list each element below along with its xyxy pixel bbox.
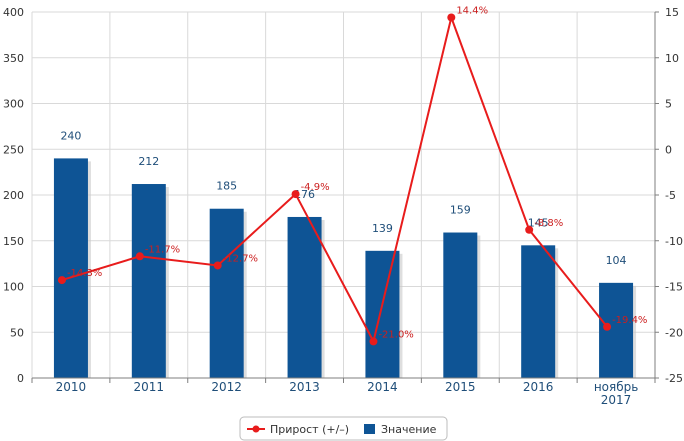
x-tick-label-line: 2010: [56, 380, 87, 394]
grid: [31, 11, 656, 379]
x-tick-label-line: 2016: [523, 380, 554, 394]
x-tick-label: 2012: [211, 380, 242, 394]
growth-line-series: [57, 13, 612, 346]
y-right-tick-label: -15: [665, 281, 683, 294]
y-right-tick-label: -5: [665, 189, 676, 202]
bar-value-label: 185: [216, 180, 237, 193]
legend-bar-label: Значение: [381, 423, 437, 436]
growth-value-label: -11.7%: [145, 244, 180, 255]
bar-value-label: 139: [372, 222, 393, 235]
bar: [599, 282, 634, 378]
x-tick-label-line: 2017: [601, 393, 632, 407]
legend-line-label: Прирост (+/–): [270, 423, 349, 436]
growth-point: [369, 337, 378, 346]
growth-value-label: -12.7%: [223, 253, 258, 264]
x-tick-label-line: 2011: [134, 380, 165, 394]
y-right-tick-label: -20: [665, 326, 683, 339]
y-left-axis: 0 50 100 150 200 250 300 350 400: [3, 6, 24, 385]
growth-value-label: 14.4%: [456, 5, 488, 16]
bar: [209, 208, 244, 378]
growth-value-label: -21.0%: [378, 329, 413, 340]
y-left-tick-label: 250: [3, 143, 24, 156]
y-right-axis: -25 -20 -15 -10 -5 0 5 10 15: [654, 6, 683, 385]
growth-labels: -14.3% -11.7% -12.7% -4.9% -21.0% 14.4% -8.8% -…: [67, 5, 648, 340]
y-left-tick-label: 300: [3, 98, 24, 111]
y-right-tick-label: -25: [665, 372, 683, 385]
bar: [521, 245, 556, 378]
y-right-tick-label: 10: [665, 52, 679, 65]
y-right-tick-label: 15: [665, 6, 679, 19]
bar-value-label: 159: [450, 204, 471, 217]
y-left-tick-label: 350: [3, 52, 24, 65]
y-left-tick-label: 100: [3, 281, 24, 294]
bar-series: [53, 158, 637, 378]
x-tick-label: 2013: [289, 380, 320, 394]
bar: [131, 184, 166, 378]
bar-value-label: 145: [528, 216, 549, 229]
y-right-tick-label: 5: [665, 98, 672, 111]
x-tick-label: 2010: [56, 380, 87, 394]
x-axis: 2010 2011 2012 2013 2014 2015 2016 ноябрь 2017: [31, 377, 656, 407]
bar-value-label: 212: [138, 155, 159, 168]
growth-value-label: -8.8%: [534, 218, 563, 229]
y-left-tick-label: 50: [10, 326, 24, 339]
growth-value-label: -4.9%: [301, 182, 330, 193]
y-left-tick-label: 200: [3, 189, 24, 202]
growth-point: [213, 261, 222, 270]
growth-point: [447, 13, 456, 22]
y-left-tick-label: 150: [3, 235, 24, 248]
x-tick-label-line: ноябрь: [594, 380, 639, 394]
growth-value-label: -19.4%: [612, 315, 647, 326]
growth-point: [525, 225, 534, 234]
x-tick-label: 2014: [367, 380, 398, 394]
y-right-tick-label: 0: [665, 143, 672, 156]
legend-line-marker: [252, 425, 260, 433]
x-tick-label-line: 2015: [445, 380, 476, 394]
bar-value-label: 176: [294, 188, 315, 201]
legend-bar-swatch: [364, 424, 375, 434]
y-left-tick-label: 400: [3, 6, 24, 19]
growth-point: [57, 276, 66, 285]
x-tick-label: ноябрь 2017: [594, 380, 639, 407]
bar-value-label: 104: [606, 254, 627, 267]
growth-value-label: -14.3%: [67, 268, 102, 279]
legend: Прирост (+/–) Значение: [239, 416, 448, 441]
growth-point: [291, 190, 300, 199]
bar: [365, 250, 400, 378]
x-tick-label: 2011: [134, 380, 165, 394]
x-tick-label: 2015: [445, 380, 476, 394]
bar: [443, 232, 478, 378]
growth-point: [603, 322, 612, 331]
bar-labels: 240 212 185 176 139 159 145 104: [60, 129, 626, 266]
x-tick-label-line: 2013: [289, 380, 320, 394]
growth-point: [135, 252, 144, 261]
y-right-tick-label: -10: [665, 235, 683, 248]
growth-line: [61, 14, 608, 345]
y-left-tick-label: 0: [17, 372, 24, 385]
bar-value-label: 240: [60, 129, 81, 142]
legend-box: [239, 416, 448, 441]
bar: [287, 216, 322, 378]
bar: [53, 158, 88, 378]
x-tick-label-line: 2014: [367, 380, 398, 394]
x-tick-label: 2016: [523, 380, 554, 394]
x-tick-label-line: 2012: [211, 380, 242, 394]
